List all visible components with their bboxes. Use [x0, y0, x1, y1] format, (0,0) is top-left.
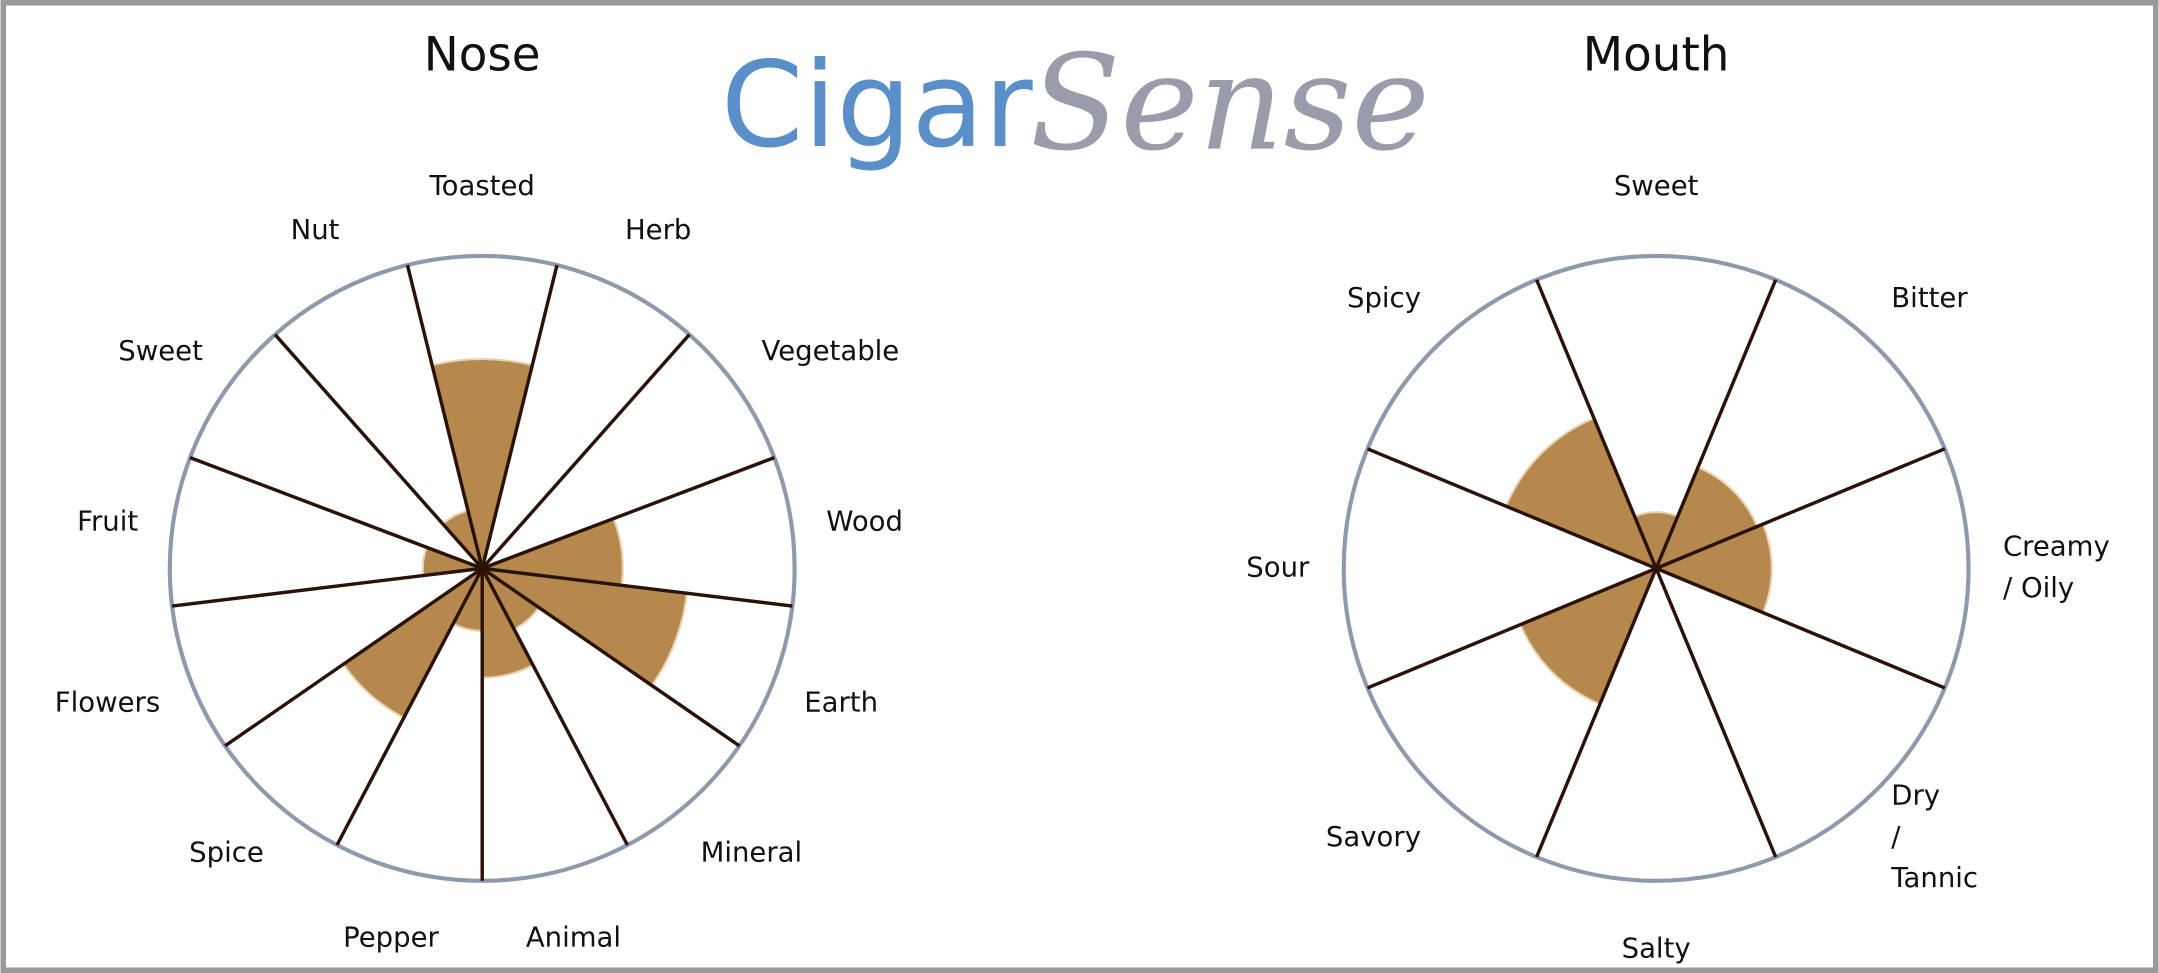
category-label-line: Mineral — [701, 837, 803, 869]
sector-divider — [1655, 566, 1946, 690]
category-label-line: Sweet — [118, 335, 203, 367]
category-label-line: Fruit — [77, 505, 138, 537]
sector-divider — [481, 566, 741, 748]
category-label-line: Flowers — [55, 687, 160, 719]
category-label: Savory — [1326, 821, 1421, 853]
sector-divider — [1654, 279, 1778, 570]
category-label-line: Pepper — [343, 922, 439, 954]
sector-divider — [171, 566, 483, 608]
category-label-line: Sour — [1246, 551, 1310, 583]
sector-divider — [1366, 447, 1657, 570]
category-label: Herb — [625, 214, 691, 246]
category-label: Nut — [291, 214, 340, 246]
category-label-line: Toasted — [429, 170, 535, 202]
category-label: Sweet — [118, 335, 203, 367]
category-label: Fruit — [77, 505, 138, 537]
sector-divider — [481, 455, 775, 570]
category-label: Salty — [1622, 933, 1691, 965]
sector-divider — [1535, 279, 1658, 570]
category-label-line: Spice — [189, 837, 264, 869]
sector-divider — [480, 333, 691, 570]
wedge — [1504, 416, 1659, 571]
category-label: Bitter — [1891, 282, 1968, 314]
sector-divider — [1654, 567, 1778, 858]
category-label: Mineral — [701, 837, 803, 869]
category-label: Wood — [826, 505, 903, 537]
category-label-line: Wood — [826, 505, 903, 537]
sector-divider — [273, 333, 484, 570]
category-label: Spicy — [1347, 282, 1421, 314]
charts: Nose Toasted Herb Vegetable Wood Earth Mineral… — [55, 28, 2110, 964]
wedge — [1519, 566, 1659, 706]
sector-divider — [1655, 447, 1946, 570]
category-label: Earth — [804, 687, 878, 719]
category-label-line: Bitter — [1891, 282, 1968, 314]
wedge — [481, 567, 689, 687]
sector-divider — [405, 264, 484, 569]
sector-divider — [480, 264, 559, 569]
sector-divider — [482, 566, 793, 608]
category-label: Creamy / Oily — [2003, 531, 2110, 604]
wedge — [1653, 522, 1773, 614]
category-label-line: Herb — [625, 214, 691, 246]
sector-divider — [480, 567, 629, 846]
logo-left: Cigar — [721, 36, 1033, 174]
category-label: Animal — [526, 922, 621, 954]
chart-title: Nose — [424, 28, 541, 82]
category-label: Sweet — [1614, 170, 1699, 202]
category-label-line: Sweet — [1614, 170, 1699, 202]
category-label: Vegetable — [762, 335, 900, 367]
category-label-line: / Oily — [2003, 572, 2074, 604]
category-label-line: Creamy — [2003, 531, 2110, 563]
category-label-line: Nut — [291, 214, 340, 246]
category-label-line: Vegetable — [762, 335, 900, 367]
category-label: Pepper — [343, 922, 439, 954]
wedge — [430, 358, 534, 569]
category-label: Spice — [189, 837, 264, 869]
category-label-line: Tannic — [1890, 862, 1978, 894]
sector-divider — [189, 455, 483, 570]
category-label: Toasted — [429, 170, 535, 202]
sector-divider — [335, 567, 484, 846]
category-label-line: Earth — [804, 687, 878, 719]
category-label-line: Spicy — [1347, 282, 1421, 314]
category-label-line: Dry — [1891, 780, 1940, 812]
category-label: Sour — [1246, 551, 1310, 583]
sector-divider — [1366, 566, 1657, 690]
chart-title: Mouth — [1583, 28, 1730, 82]
sector-divider — [1535, 567, 1658, 858]
category-label-line: Salty — [1622, 933, 1691, 965]
category-label-line: / — [1891, 821, 1901, 853]
category-label-line: Animal — [526, 922, 621, 954]
wedge — [1654, 466, 1759, 571]
category-label-line: Savory — [1326, 821, 1421, 853]
logo-right: Sense — [1030, 27, 1430, 181]
category-label: Dry / Tannic — [1890, 780, 1978, 895]
sector-divider — [224, 566, 484, 748]
category-label: Flowers — [55, 687, 160, 719]
